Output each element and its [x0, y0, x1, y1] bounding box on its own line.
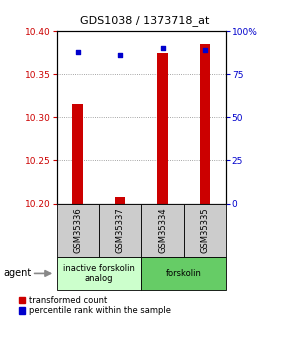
Bar — [99, 204, 142, 257]
Point — [160, 46, 165, 51]
Text: inactive forskolin
analog: inactive forskolin analog — [63, 264, 135, 283]
Point — [118, 52, 122, 58]
Text: GDS1038 / 1373718_at: GDS1038 / 1373718_at — [80, 16, 210, 27]
Bar — [72, 104, 83, 204]
Legend: transformed count, percentile rank within the sample: transformed count, percentile rank withi… — [19, 296, 171, 315]
Point — [75, 49, 80, 55]
Bar — [200, 44, 210, 204]
Bar — [57, 257, 142, 290]
Bar — [115, 197, 126, 204]
Bar — [57, 204, 99, 257]
Point — [203, 47, 207, 53]
Text: agent: agent — [3, 268, 31, 278]
Text: forskolin: forskolin — [166, 269, 202, 278]
Text: GSM35336: GSM35336 — [73, 207, 82, 253]
Bar — [142, 257, 226, 290]
Text: GSM35335: GSM35335 — [200, 207, 209, 253]
Bar — [184, 204, 226, 257]
Bar — [157, 52, 168, 204]
Text: GSM35337: GSM35337 — [116, 207, 125, 253]
Bar — [142, 204, 184, 257]
Text: GSM35334: GSM35334 — [158, 207, 167, 253]
